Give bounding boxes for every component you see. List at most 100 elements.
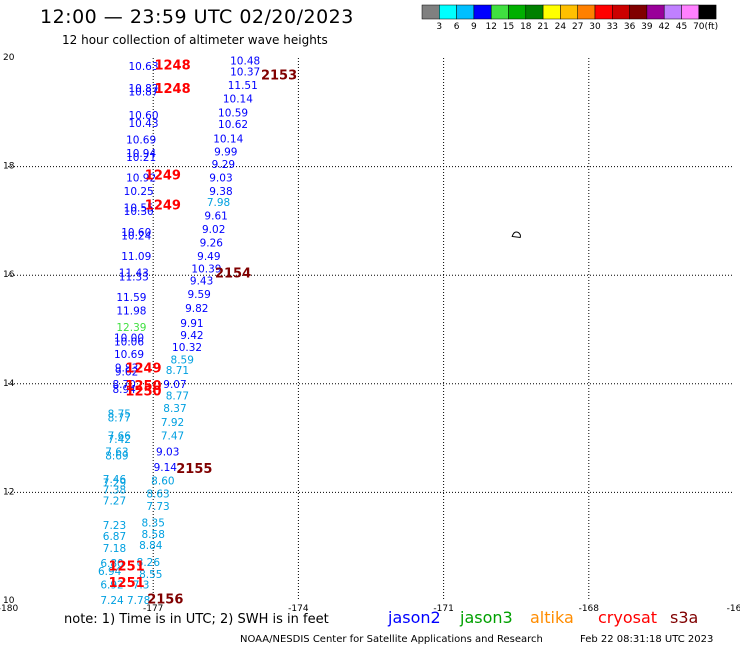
y-tick-label: 12 — [3, 487, 14, 497]
footer-timestamp: Feb 22 08:31:18 UTC 2023 — [580, 634, 714, 645]
x-tick-label: -168 — [579, 604, 600, 614]
wave-height-label: 10.62 — [218, 119, 248, 131]
satellite-legend-s3a: s3a — [670, 608, 699, 627]
colorbar-tick-label: 24 — [555, 22, 567, 32]
y-tick-label: 14 — [3, 379, 15, 389]
wave-height-label: 9.82 — [185, 303, 208, 315]
chart-subtitle: 12 hour collection of altimeter wave hei… — [62, 33, 328, 47]
wave-height-label: 7.3 — [133, 580, 150, 592]
wave-height-label: 7.38 — [103, 485, 126, 497]
colorbar-tick-label: 27 — [572, 22, 583, 32]
wave-height-label: 8.71 — [166, 365, 189, 377]
y-tick-label: 10 — [3, 596, 15, 606]
footer-credit: NOAA/NESDIS Center for Satellite Applica… — [240, 634, 543, 645]
wave-height-label: 11.98 — [116, 305, 146, 317]
wave-height-label: 9.99 — [214, 146, 237, 158]
wave-height-label: 7.63 — [105, 447, 128, 459]
wave-height-label: 7.92 — [161, 417, 184, 429]
colorbar-tick-label: 45 — [676, 22, 687, 32]
colorbar-swatch — [577, 4, 596, 20]
colorbar-swatch — [421, 4, 440, 20]
time-marker-label: 1249 — [145, 199, 181, 214]
time-marker-label: 2154 — [215, 266, 251, 281]
wave-height-label: 8.77 — [166, 391, 189, 403]
wave-height-label: 10.37 — [230, 67, 260, 79]
wave-height-label: 8.35 — [142, 517, 165, 529]
wave-height-label: 10.25 — [124, 186, 154, 198]
wave-height-label: 9.03 — [209, 172, 232, 184]
wave-height-label: 9.83 — [115, 363, 138, 375]
colorbar-swatch — [629, 4, 648, 20]
colorbar-swatch — [698, 4, 717, 20]
time-marker-label: 1251 — [108, 560, 144, 575]
wave-height-label: 11.43 — [119, 267, 149, 279]
colorbar-tick-label: 12 — [485, 22, 496, 32]
wave-height-label: 8.26 — [137, 557, 161, 569]
wave-height-label: 7.24 — [100, 595, 124, 607]
wave-height-label: 7.23 — [103, 520, 126, 532]
wave-height-label: 7.29 — [103, 478, 126, 490]
island-shape — [511, 231, 521, 239]
wave-height-label: 8.69 — [105, 450, 128, 462]
wave-height-label: 10.87 — [128, 83, 158, 95]
wave-height-label: 10.60 — [121, 227, 151, 239]
wave-height-label: 7.42 — [108, 434, 131, 446]
satellite-legend-jason2: jason2 — [388, 608, 441, 627]
time-marker-label: 2153 — [261, 68, 297, 83]
colorbar-swatch — [594, 4, 613, 20]
colorbar-swatch — [612, 4, 630, 20]
time-marker-label: 1248 — [154, 59, 190, 74]
wave-height-label: 8.84 — [139, 540, 163, 552]
colorbar-tick-label: 3 — [436, 22, 442, 32]
wave-height-label: 7.73 — [146, 501, 169, 513]
colorbar-swatch — [456, 4, 475, 20]
wave-height-label: 10.39 — [191, 264, 221, 276]
wave-height-label: 7.27 — [103, 496, 126, 508]
wave-height-label: 9.42 — [180, 330, 203, 342]
wave-height-label: 9.59 — [187, 289, 210, 301]
wave-height-label: 7.18 — [103, 543, 126, 555]
wave-height-label: 8.77 — [108, 412, 131, 424]
wave-height-label: 12.39 — [116, 322, 146, 334]
wave-height-label: 9.61 — [204, 210, 227, 222]
wave-height-label: 9.38 — [209, 186, 232, 198]
wave-height-label: 9.07 — [163, 379, 186, 391]
wave-height-label: 8.75 — [108, 409, 131, 421]
wave-height-label: 8.58 — [142, 529, 165, 541]
wave-height-label: 10.14 — [213, 133, 243, 145]
wave-height-label: 10.87 — [128, 87, 158, 99]
colorbar-tick-label: 39 — [641, 22, 653, 32]
colorbar-swatch — [646, 4, 665, 20]
wave-height-label: 7.78 — [127, 595, 150, 607]
colorbar-swatch — [525, 4, 544, 20]
wave-height-label: 10.69 — [126, 134, 156, 146]
colorbar-swatch — [663, 4, 682, 20]
wave-height-label: 9.62 — [115, 366, 138, 378]
wave-height-label: 6.94 — [98, 566, 122, 578]
satellite-legend-jason3: jason3 — [460, 608, 513, 627]
colorbar-tick-label: 21 — [537, 22, 548, 32]
time-marker-label: 1250 — [125, 384, 161, 399]
wave-height-label: 7.46 — [103, 474, 127, 486]
wave-height-label: 6.87 — [103, 531, 126, 543]
wave-height-label: 10.92 — [126, 172, 156, 184]
colorbar-tick-label: 6 — [454, 22, 460, 32]
wave-height-label: 8.70 — [112, 379, 135, 391]
wave-height-label: 10.30 — [124, 206, 154, 218]
wave-height-label: 11.59 — [116, 292, 146, 304]
footer-note: note: 1) Time is in UTC; 2) SWH is in fe… — [64, 612, 329, 627]
x-tick-label: -180 — [0, 604, 18, 614]
y-tick-label: 18 — [3, 162, 15, 172]
y-tick-label: 16 — [3, 270, 15, 280]
wave-height-label: 6.92 — [100, 580, 123, 592]
wave-height-label: 10.48 — [230, 56, 260, 68]
wave-height-label: 9.29 — [212, 159, 235, 171]
wave-height-label: 9.43 — [190, 276, 213, 288]
wave-height-label: 9.49 — [197, 251, 220, 263]
wave-height-label: 7.98 — [207, 197, 230, 209]
colorbar-tick-label: 70 — [693, 22, 705, 32]
wave-height-label: 10.63 — [128, 61, 158, 73]
x-tick-label: -177 — [143, 604, 163, 614]
time-marker-label: 1250 — [125, 379, 161, 394]
